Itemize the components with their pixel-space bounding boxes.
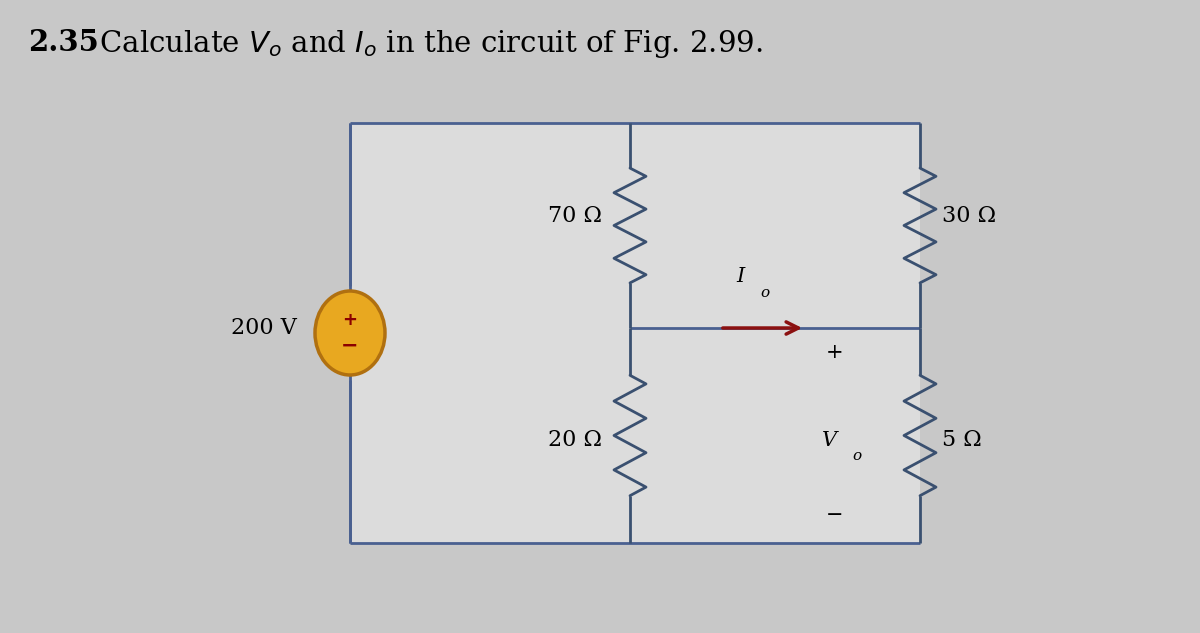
Ellipse shape [314, 291, 385, 375]
Text: −: − [827, 506, 844, 525]
Text: 30 Ω: 30 Ω [942, 204, 996, 227]
Text: 20 Ω: 20 Ω [548, 430, 602, 451]
Text: 200 V: 200 V [232, 317, 298, 339]
Text: 70 Ω: 70 Ω [548, 204, 602, 227]
Text: V: V [822, 431, 838, 450]
Text: o: o [761, 286, 769, 300]
Text: o: o [852, 449, 862, 463]
Text: −: − [341, 336, 359, 356]
Text: 2.35: 2.35 [28, 28, 98, 57]
Text: I: I [736, 267, 744, 286]
Text: $\,\,$Calculate $V_o$ and $I_o$ in the circuit of Fig. 2.99.: $\,\,$Calculate $V_o$ and $I_o$ in the c… [90, 28, 763, 60]
Bar [350, 123, 920, 543]
Text: 5 Ω: 5 Ω [942, 430, 982, 451]
Text: +: + [826, 343, 844, 362]
Text: +: + [342, 311, 358, 329]
